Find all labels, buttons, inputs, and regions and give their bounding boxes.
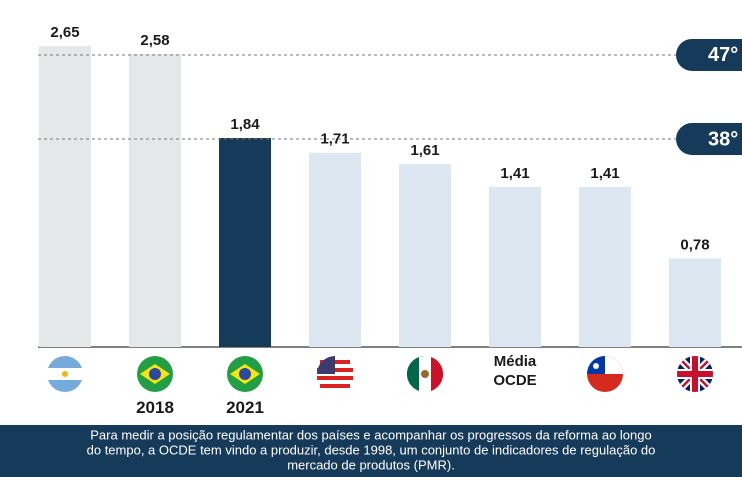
bar	[219, 138, 271, 347]
value-label: 1,84	[230, 116, 260, 133]
bar	[579, 186, 631, 347]
bar	[309, 152, 361, 347]
bar	[39, 46, 91, 347]
flag-uk	[677, 356, 713, 392]
value-label: 1,41	[590, 165, 619, 182]
flag-brazil	[137, 356, 173, 392]
category-label: 2021	[226, 398, 264, 417]
badge-label: 47°	[708, 44, 738, 66]
footer-band	[0, 425, 742, 477]
category-label: Média OCDE	[493, 353, 537, 389]
bar	[489, 186, 541, 347]
badge-label: 38°	[708, 128, 738, 150]
value-label: 0,78	[680, 236, 709, 253]
bar	[129, 53, 181, 348]
footnote: do tempo, a OCDE tem vindo a produzir, d…	[87, 442, 656, 457]
value-label: 2,65	[50, 24, 79, 41]
flag-argentina	[47, 356, 83, 392]
flag-usa	[317, 356, 353, 392]
value-label: 1,61	[410, 142, 439, 159]
category-label: 2018	[136, 398, 174, 417]
bar	[399, 164, 451, 347]
bar	[669, 258, 721, 347]
flags	[47, 355, 713, 392]
flag-brazil	[227, 356, 263, 392]
badge	[676, 123, 742, 155]
flag-chile	[587, 356, 623, 392]
value-label: 2,58	[140, 32, 169, 49]
flag-mexico	[406, 355, 444, 392]
badge	[676, 38, 742, 71]
footnote: Para medir a posição regulamentar dos pa…	[90, 427, 651, 442]
value-label: 1,41	[500, 165, 529, 182]
footnote: mercado de produtos (PMR).	[287, 457, 455, 472]
